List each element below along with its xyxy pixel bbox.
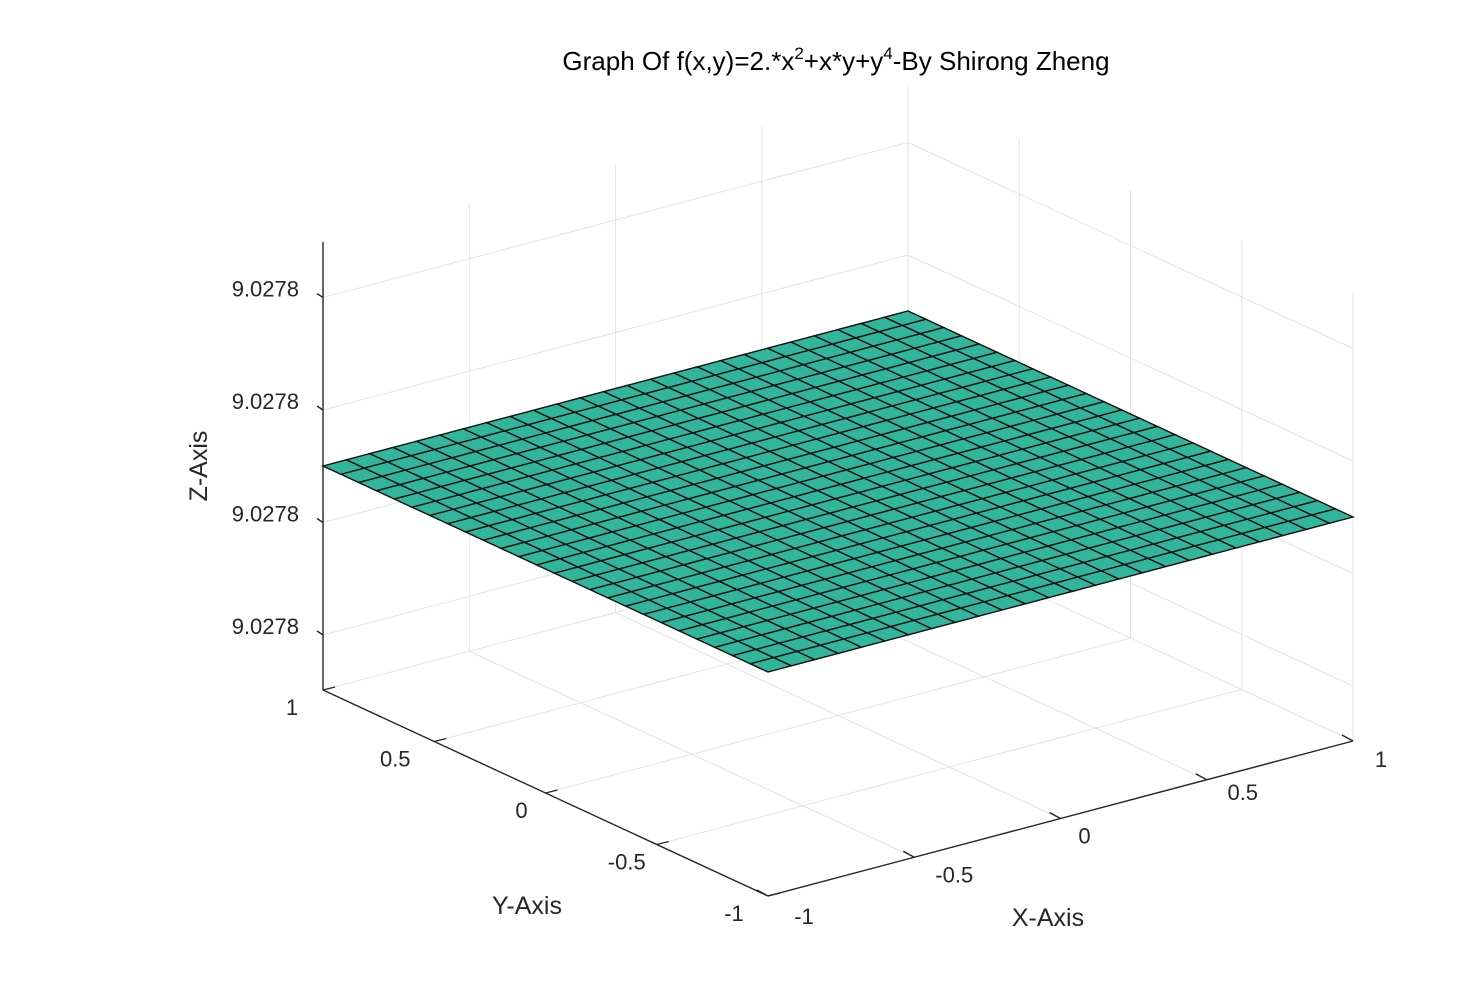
x-tick-mark <box>756 889 769 897</box>
x-tick-label: 0.5 <box>1227 780 1258 805</box>
y-tick-mark <box>434 737 447 743</box>
y-tick-mark <box>545 789 558 794</box>
z-tick-label: 9.0278 <box>232 277 299 302</box>
y-tick-label: 0 <box>515 798 527 823</box>
z-tick-label: 9.0278 <box>232 614 299 639</box>
chart-title: Graph Of f(x,y)=2.*x2+x*y+y4-By Shirong … <box>562 44 1109 76</box>
x-tick-mark <box>1049 811 1061 820</box>
y-tick-label: 0.5 <box>380 747 411 772</box>
z-tick-mark <box>316 517 324 524</box>
y-tick-mark <box>656 840 669 846</box>
z-tick-mark <box>316 630 324 636</box>
axes <box>316 242 1354 897</box>
z-tick-label: 9.0278 <box>232 389 299 414</box>
x-tick-label: -1 <box>794 904 814 929</box>
x-tick-mark <box>1195 773 1208 781</box>
y-tick-label: 1 <box>286 695 298 720</box>
tick-labels: -1 -0.5 0 0.5 1 -1 -0.5 0 0.5 1 9.0278 9.0278 9.0278… <box>232 277 1387 930</box>
x-tick-mark <box>902 850 915 858</box>
y-tick-label: -0.5 <box>608 850 646 875</box>
x-tick-label: 1 <box>1375 747 1387 772</box>
surface-patch <box>882 310 928 327</box>
grid-line <box>656 689 1242 845</box>
y-tick-mark <box>322 686 336 691</box>
x-axis-label: X-Axis <box>1012 904 1084 932</box>
grid-line <box>322 254 909 411</box>
y-axis-label: Y-Axis <box>492 892 562 920</box>
x-tick-label: -0.5 <box>935 862 973 887</box>
grid-line <box>907 142 1354 349</box>
z-axis-label: Z-Axis <box>185 431 213 502</box>
x-tick-mark <box>1341 734 1354 742</box>
x-tick-label: 0 <box>1078 824 1090 849</box>
z-tick-mark <box>316 292 324 299</box>
grid-line <box>545 637 1131 794</box>
y-tick-mark <box>767 892 781 897</box>
grid-line <box>322 142 909 298</box>
surface-mesh <box>320 310 1356 673</box>
z-tick-mark <box>316 405 324 411</box>
y-tick-label: -1 <box>724 901 744 926</box>
grid-line <box>907 254 1354 462</box>
z-tick-label: 9.0278 <box>232 502 299 527</box>
